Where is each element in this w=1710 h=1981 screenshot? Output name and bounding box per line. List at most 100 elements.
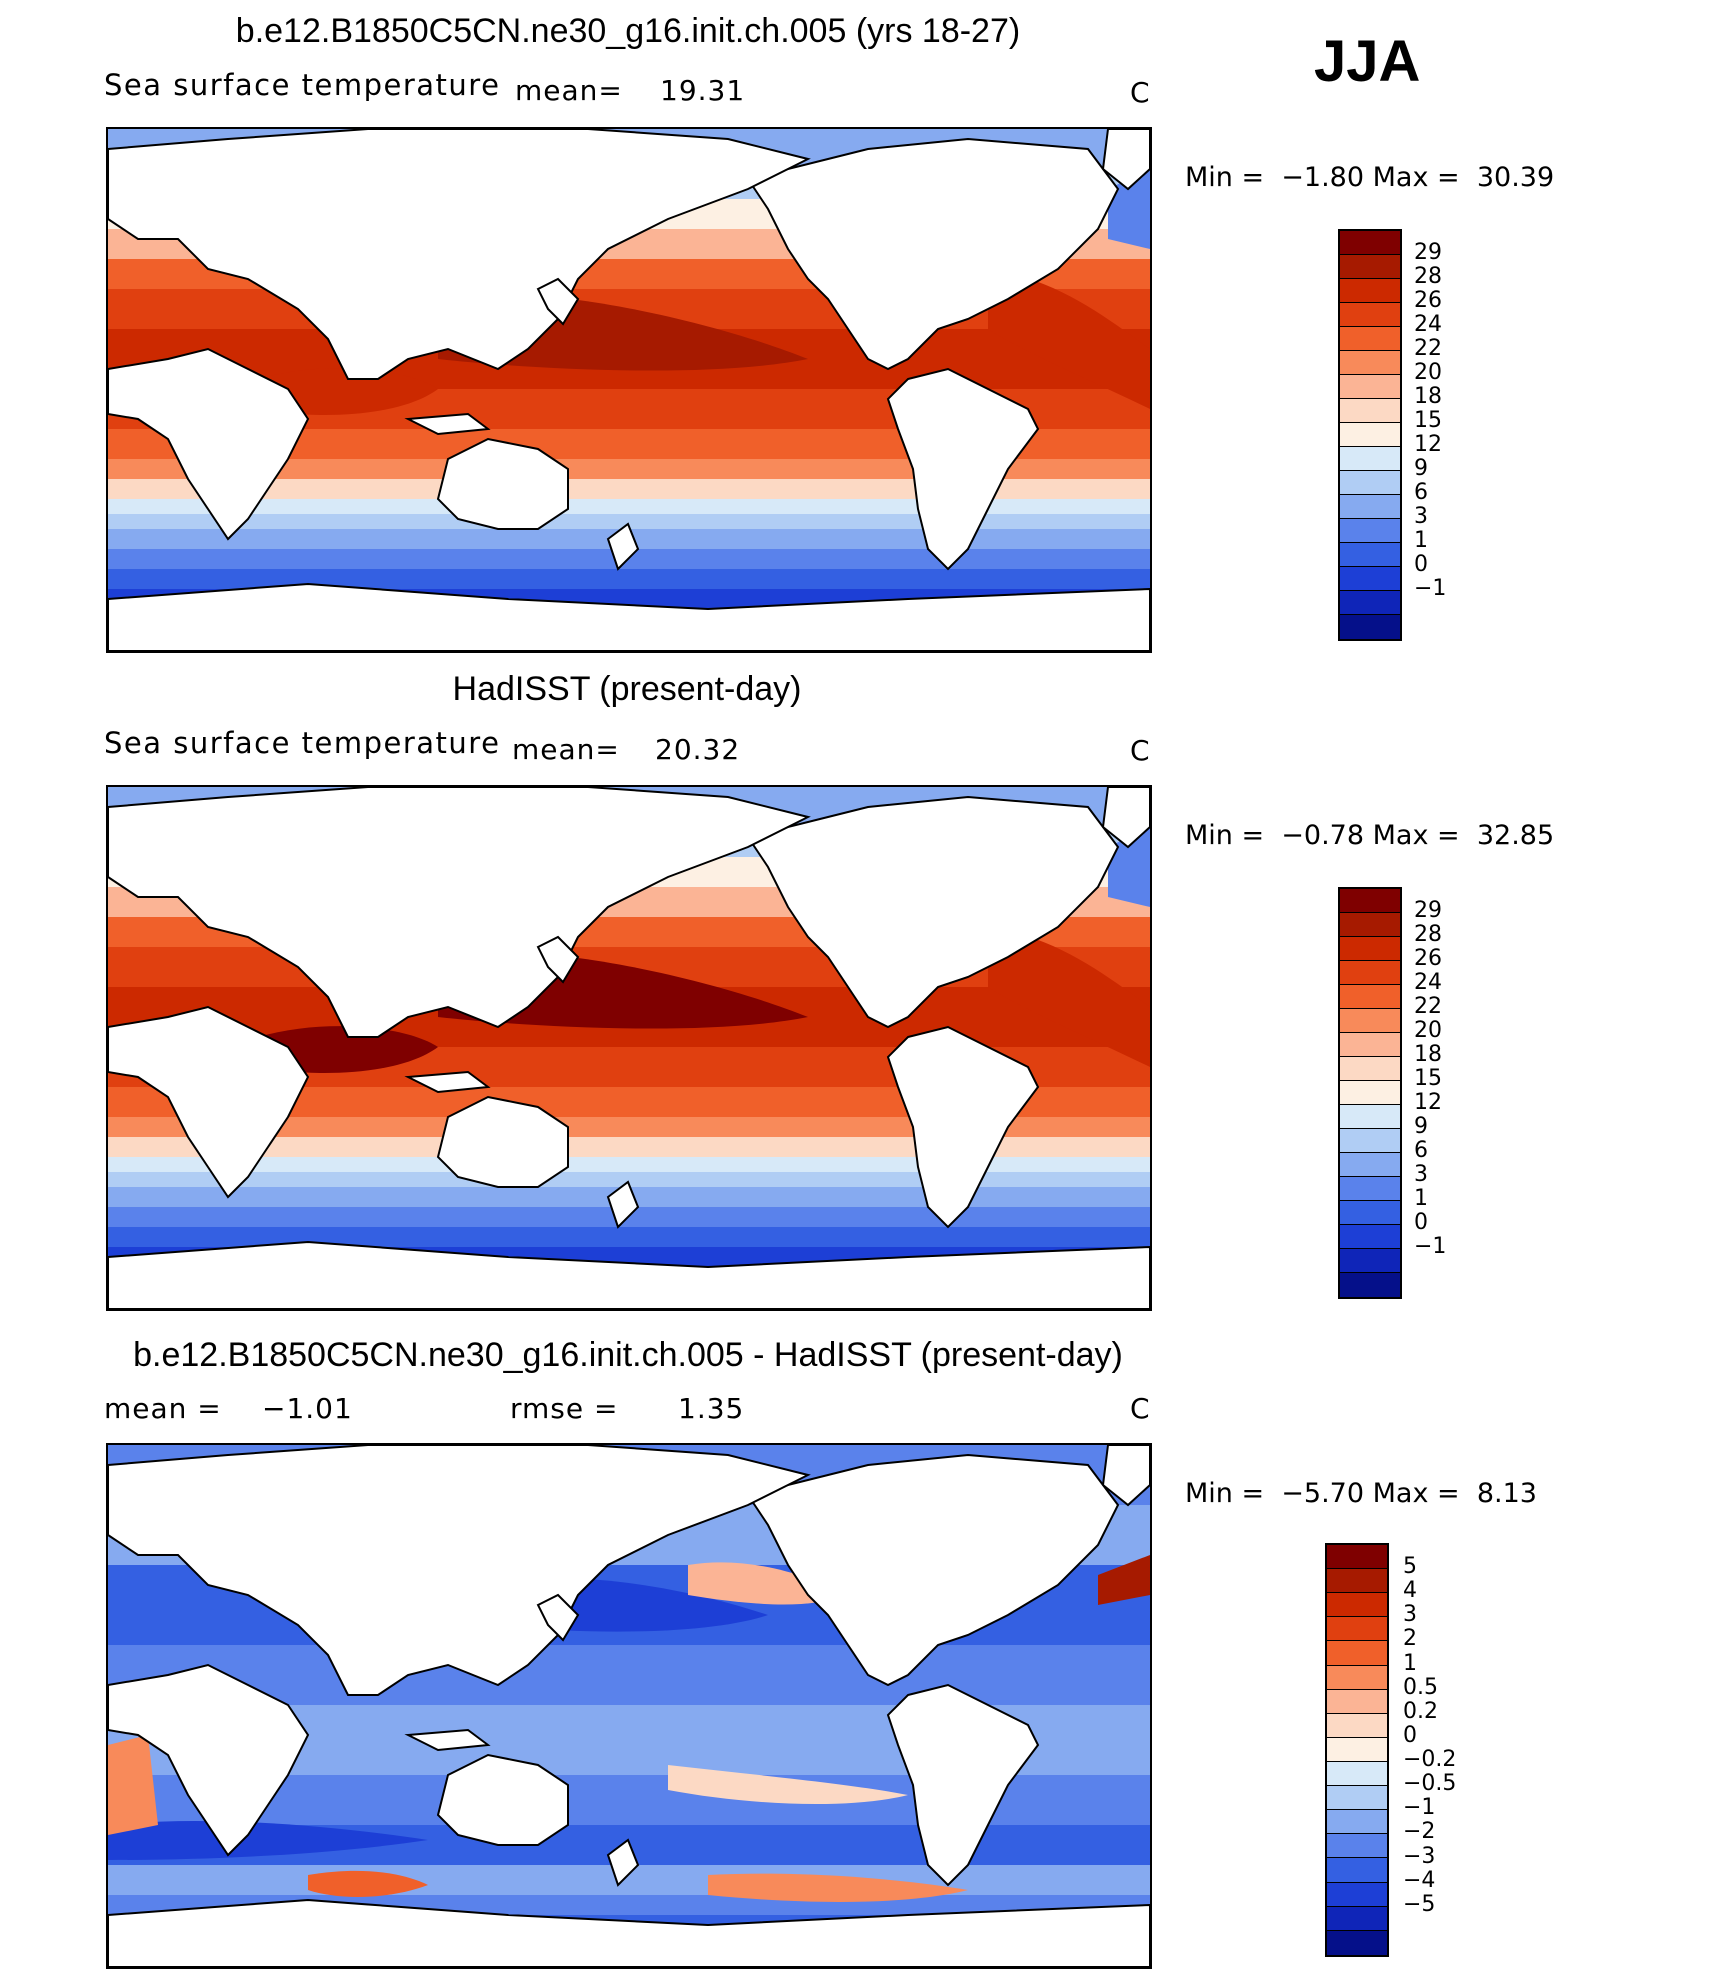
colorbar-swatch (1340, 913, 1400, 937)
colorbar-tick-label: 0 (1414, 1210, 1428, 1235)
colorbar-swatch (1340, 447, 1400, 471)
colorbar-swatch (1327, 1882, 1387, 1907)
colorbar-tick-label: 0.2 (1403, 1698, 1438, 1724)
colorbar-swatch (1340, 1273, 1400, 1297)
colorbar-swatch (1327, 1858, 1387, 1883)
colorbar-swatch (1340, 1057, 1400, 1081)
land-outline (536, 1593, 580, 1642)
colorbar-swatch (1327, 1834, 1387, 1859)
land-outline (536, 277, 580, 326)
colorbar-tick-label: 28 (1414, 922, 1442, 947)
panel-1-title: b.e12.B1850C5CN.ne30_g16.init.ch.005 (yr… (235, 12, 1021, 50)
colorbar-swatch (1340, 1129, 1400, 1153)
panel-2-units: C (1130, 734, 1151, 767)
colorbar-tick-label: −1 (1414, 1234, 1447, 1259)
colorbar-tick-label: 1 (1414, 1186, 1428, 1211)
colorbar-swatch (1327, 1641, 1387, 1666)
panel-3-units: C (1130, 1392, 1151, 1425)
colorbar-swatch (1340, 1105, 1400, 1129)
panel-2-sst-field (108, 787, 1150, 1309)
panel-1-units: C (1130, 76, 1151, 109)
colorbar-swatch (1327, 1786, 1387, 1811)
colorbar-tick-label: 6 (1414, 480, 1428, 505)
colorbar-tick-label: −0.2 (1403, 1747, 1457, 1773)
colorbar-swatch (1340, 591, 1400, 615)
sst-band (108, 1157, 1150, 1172)
land-outline (606, 1180, 640, 1229)
colorbar-tick-label: 22 (1414, 336, 1442, 361)
colorbar-swatch (1327, 1761, 1387, 1787)
colorbar-tick-label: −3 (1403, 1843, 1436, 1869)
panel-2-mean-value: 20.32 (655, 733, 741, 766)
colorbar-tick-label: −4 (1403, 1867, 1436, 1893)
colorbar-swatch (1340, 889, 1400, 913)
sst-contour (258, 368, 438, 415)
colorbar-swatch (1327, 1737, 1387, 1762)
sst-contour (1098, 1555, 1150, 1605)
colorbar-swatch (1340, 1177, 1400, 1201)
panel-3-map (106, 1443, 1152, 1969)
colorbar-swatch (1327, 1593, 1387, 1618)
colorbar-swatch (1340, 961, 1400, 985)
land-outline (436, 1095, 569, 1188)
colorbar-tick-label: 1 (1403, 1650, 1417, 1676)
sst-contour (108, 1735, 158, 1835)
panel-3-title: b.e12.B1850C5CN.ne30_g16.init.ch.005 - H… (133, 1336, 1123, 1374)
colorbar-swatch (1340, 351, 1400, 375)
colorbar-swatch (1327, 1689, 1387, 1714)
colorbar-swatch (1340, 1201, 1400, 1225)
colorbar-tick-label: 26 (1414, 288, 1442, 313)
land-outline (108, 1005, 310, 1199)
colorbar-swatch (1340, 567, 1400, 591)
colorbar-tick-label: 18 (1414, 384, 1442, 409)
land-outline (886, 1683, 1040, 1887)
colorbar-swatch (1340, 985, 1400, 1009)
colorbar-swatch (1340, 327, 1400, 351)
panel-3-rmse-value: 1.35 (678, 1392, 745, 1425)
colorbar-tick-label: 20 (1414, 360, 1442, 385)
panel-3-colorbar (1325, 1543, 1389, 1957)
colorbar-tick-label: 0.5 (1403, 1674, 1438, 1700)
colorbar-swatch (1340, 519, 1400, 543)
panel-3-min-value: −5.70 (1281, 1478, 1365, 1509)
sst-band (108, 459, 1150, 479)
panel-1-variable: Sea surface temperature (104, 68, 501, 102)
sst-band (108, 1227, 1150, 1247)
colorbar-tick-label: 15 (1414, 1066, 1442, 1091)
land-outline (108, 129, 811, 380)
panel-1-colorbar (1338, 229, 1402, 641)
sst-band (108, 499, 1150, 514)
sst-contour (258, 1026, 438, 1073)
colorbar-swatch (1340, 1009, 1400, 1033)
colorbar-tick-label: 3 (1414, 1162, 1428, 1187)
colorbar-tick-label: 9 (1414, 1114, 1428, 1139)
land-outline (404, 412, 491, 436)
panel-3-max-value: 8.13 (1476, 1478, 1537, 1509)
colorbar-swatch (1340, 1081, 1400, 1105)
colorbar-swatch (1340, 375, 1400, 399)
panel-2-min-label: Min = (1185, 820, 1265, 851)
colorbar-tick-label: 22 (1414, 994, 1442, 1019)
colorbar-swatch (1340, 471, 1400, 495)
colorbar-swatch (1327, 1617, 1387, 1642)
sst-band (108, 1645, 1150, 1705)
colorbar-tick-label: −0.5 (1403, 1771, 1457, 1797)
land-outline (606, 1838, 640, 1887)
sst-contour (108, 1820, 428, 1860)
colorbar-swatch (1327, 1906, 1387, 1931)
land-outline (108, 1663, 310, 1857)
panel-3-rmse-label: rmse = (510, 1392, 619, 1425)
colorbar-tick-label: 4 (1403, 1578, 1417, 1604)
colorbar-swatch (1340, 495, 1400, 519)
panel-2-colorbar (1338, 887, 1402, 1299)
colorbar-swatch (1340, 1249, 1400, 1273)
panel-2-max-label: Max = (1372, 820, 1460, 851)
sst-band (108, 1117, 1150, 1137)
colorbar-swatch (1340, 255, 1400, 279)
colorbar-swatch (1340, 279, 1400, 303)
land-outline (108, 1240, 1150, 1309)
colorbar-swatch (1340, 937, 1400, 961)
colorbar-swatch (1327, 1810, 1387, 1835)
land-outline (886, 1025, 1040, 1229)
colorbar-tick-label: −5 (1403, 1891, 1436, 1917)
